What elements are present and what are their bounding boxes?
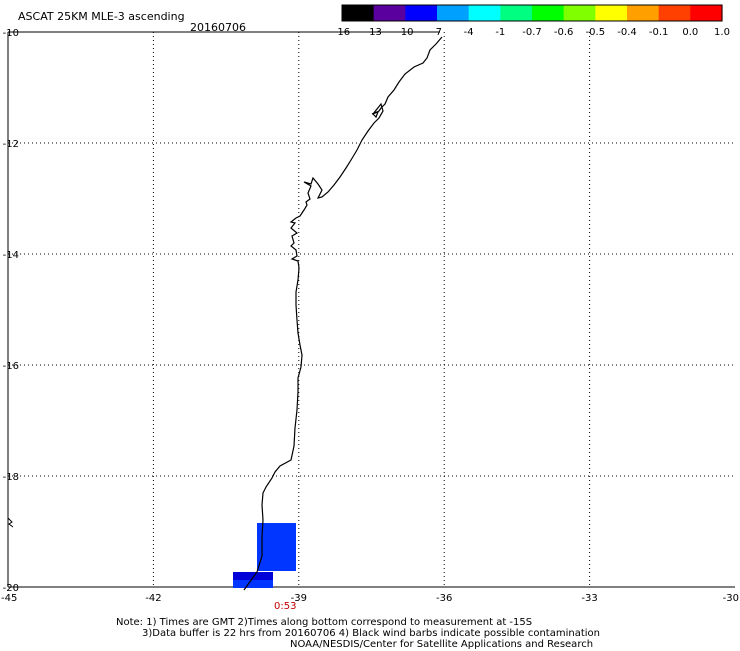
colorbar-segment bbox=[468, 5, 501, 21]
longitude-tick-label: -45 bbox=[1, 593, 17, 604]
colorbar-segment bbox=[405, 5, 438, 21]
swath-cell-dark bbox=[233, 572, 273, 580]
colorbar-segment bbox=[627, 5, 660, 21]
longitude-labels: -45 -42 -39 -36 -33 -30 bbox=[1, 593, 739, 604]
colorbar-segment bbox=[373, 5, 406, 21]
colorbar-segment bbox=[500, 5, 533, 21]
colorbar-tick-label: 1.0 bbox=[714, 27, 730, 38]
product-title: ASCAT 25KM MLE-3 ascending bbox=[18, 10, 185, 23]
colorbar-tick-label: -4 bbox=[464, 27, 474, 38]
colorbar bbox=[341, 4, 723, 22]
colorbar-tick-label: -0.1 bbox=[649, 27, 669, 38]
colorbar-segment bbox=[342, 5, 375, 21]
colorbar-segment bbox=[658, 5, 691, 21]
swath-cell-upper bbox=[257, 523, 296, 571]
note-line-3: NOAA/NESDIS/Center for Satellite Applica… bbox=[290, 639, 594, 650]
note-line-1: Note: 1) Times are GMT 2)Times along bot… bbox=[116, 617, 533, 628]
longitude-tick-label: -39 bbox=[291, 593, 307, 604]
latitude-labels: -10 -12 -14 -16 -18 -20 bbox=[3, 28, 19, 594]
longitude-tick-label: -33 bbox=[581, 593, 597, 604]
latitude-tick-label: -10 bbox=[3, 28, 19, 39]
coastline bbox=[243, 36, 443, 591]
colorbar-tick-label: -1 bbox=[495, 27, 505, 38]
note-line-2: 3)Data buffer is 22 hrs from 20160706 4)… bbox=[142, 628, 600, 639]
lat-lon-grid bbox=[8, 32, 735, 587]
colorbar-tick-label: -0.7 bbox=[522, 27, 542, 38]
longitude-tick-label: -42 bbox=[145, 593, 161, 604]
colorbar-border bbox=[341, 4, 723, 22]
colorbar-segment bbox=[595, 5, 628, 21]
colorbar-segment bbox=[437, 5, 470, 21]
longitude-tick-label: -30 bbox=[723, 593, 739, 604]
latitude-tick-label: -14 bbox=[3, 250, 19, 261]
latitude-tick-label: -12 bbox=[3, 139, 19, 150]
product-date: 20160706 bbox=[190, 21, 246, 34]
swath-cell-lower bbox=[233, 580, 273, 588]
colorbar-segment bbox=[532, 5, 565, 21]
latitude-tick-label: -20 bbox=[3, 583, 19, 594]
colorbar-segment bbox=[690, 5, 723, 21]
colorbar-tick-label: 0.0 bbox=[682, 27, 698, 38]
colorbar-tick-label: -0.4 bbox=[617, 27, 637, 38]
latitude-tick-label: -18 bbox=[3, 472, 19, 483]
colorbar-segment bbox=[563, 5, 596, 21]
colorbar-tick-label: -0.6 bbox=[554, 27, 574, 38]
longitude-tick-label: -36 bbox=[436, 593, 452, 604]
latitude-tick-label: -16 bbox=[3, 361, 19, 372]
pass-time-label: 0:53 bbox=[274, 601, 296, 612]
colorbar-tick-label: -0.5 bbox=[586, 27, 606, 38]
wind-barb bbox=[7, 517, 14, 528]
